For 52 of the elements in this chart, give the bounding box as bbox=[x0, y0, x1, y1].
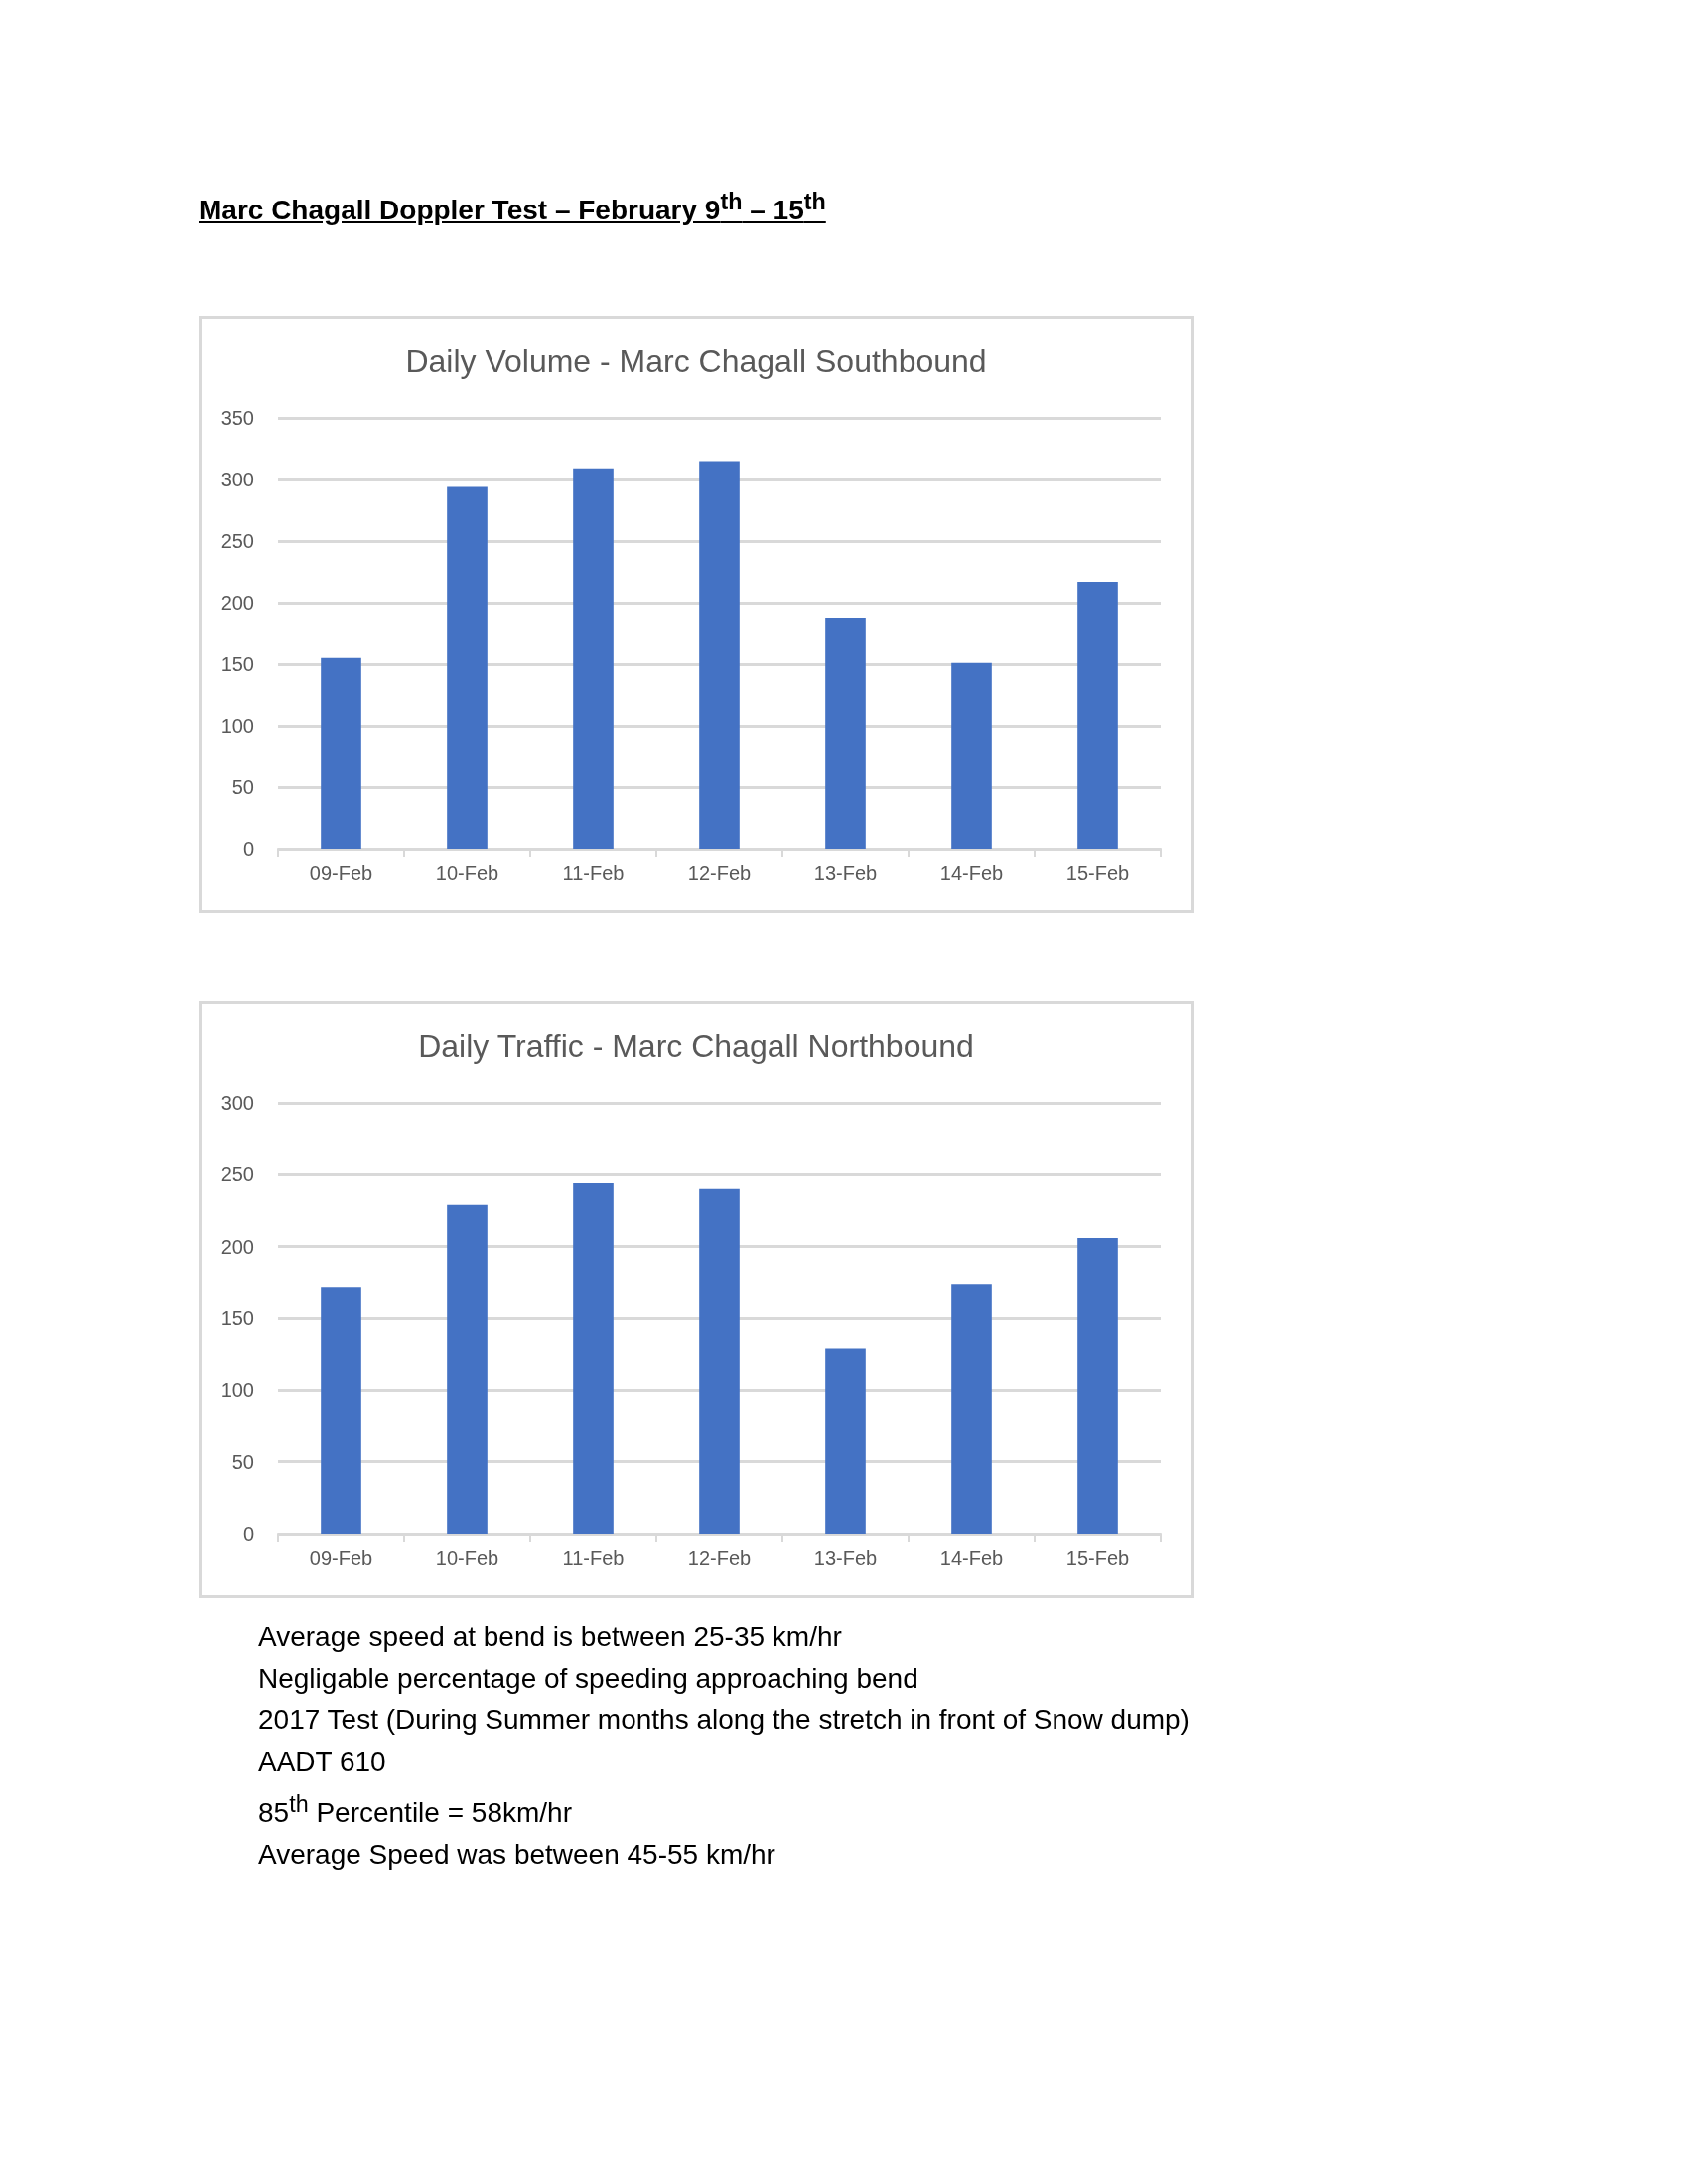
y-tick-label: 150 bbox=[220, 653, 254, 676]
x-tick-label: 12-Feb bbox=[687, 1547, 752, 1570]
y-tick-label: 200 bbox=[220, 1235, 254, 1258]
x-tick-label: 13-Feb bbox=[813, 862, 878, 885]
text: Negligable percentage of speeding approaching bend bbox=[258, 1662, 919, 1697]
y-tick-label: 250 bbox=[220, 530, 254, 553]
y-tick-label: 200 bbox=[220, 592, 254, 614]
bar bbox=[321, 1287, 361, 1535]
text: Marc Chagall Doppler Test – February 9$^{th}$ – 15$^{th}$ bbox=[199, 189, 827, 227]
bar bbox=[447, 486, 488, 850]
y-tick-label: 50 bbox=[231, 776, 254, 799]
x-tick-label: 13-Feb bbox=[813, 1547, 878, 1570]
text: Average Speed was between 45-55 km/hr bbox=[258, 1838, 776, 1872]
bar bbox=[447, 1205, 488, 1535]
bar bbox=[573, 1183, 614, 1535]
bar bbox=[321, 658, 361, 850]
chart-title: Daily Volume - Marc Chagall Southbound bbox=[405, 343, 987, 380]
bar bbox=[699, 461, 740, 850]
y-tick-label: 50 bbox=[231, 1450, 254, 1473]
bar bbox=[825, 1348, 866, 1535]
y-tick-label: 350 bbox=[220, 407, 254, 430]
x-tick-label: 15-Feb bbox=[1065, 1547, 1130, 1570]
x-tick-label: 14-Feb bbox=[939, 862, 1004, 885]
x-tick-label: 10-Feb bbox=[435, 862, 499, 885]
y-tick-label: 300 bbox=[220, 469, 254, 491]
text: AADT 610 bbox=[258, 1745, 387, 1780]
bar bbox=[1077, 1238, 1118, 1535]
bar bbox=[573, 469, 614, 850]
y-tick-label: 300 bbox=[220, 1092, 254, 1115]
y-tick-label: 100 bbox=[220, 715, 254, 738]
x-tick-label: 09-Feb bbox=[309, 862, 373, 885]
y-tick-label: 100 bbox=[220, 1379, 254, 1402]
text: 85$^{th}$ Percentile = 58km/hr bbox=[258, 1790, 573, 1831]
bar bbox=[699, 1189, 740, 1535]
bar bbox=[1077, 582, 1118, 850]
bar bbox=[951, 1284, 992, 1535]
x-tick-label: 11-Feb bbox=[562, 862, 625, 885]
text: Average speed at bend is between 25-35 km/hr bbox=[258, 1620, 843, 1655]
y-tick-label: 150 bbox=[220, 1307, 254, 1330]
text: 2017 Test (During Summer months along the stretch in front of Snow dump) bbox=[258, 1704, 1191, 1738]
y-tick-label: 0 bbox=[242, 1523, 254, 1546]
y-tick-label: 250 bbox=[220, 1163, 254, 1186]
x-tick-label: 11-Feb bbox=[562, 1547, 625, 1570]
y-tick-label: 0 bbox=[242, 838, 254, 861]
chart-title: Daily Traffic - Marc Chagall Northbound bbox=[418, 1028, 974, 1065]
x-tick-label: 14-Feb bbox=[939, 1547, 1004, 1570]
x-tick-label: 15-Feb bbox=[1065, 862, 1130, 885]
bar bbox=[825, 618, 866, 850]
x-tick-label: 12-Feb bbox=[687, 862, 752, 885]
x-tick-label: 09-Feb bbox=[309, 1547, 373, 1570]
bar bbox=[951, 663, 992, 850]
x-tick-label: 10-Feb bbox=[435, 1547, 499, 1570]
